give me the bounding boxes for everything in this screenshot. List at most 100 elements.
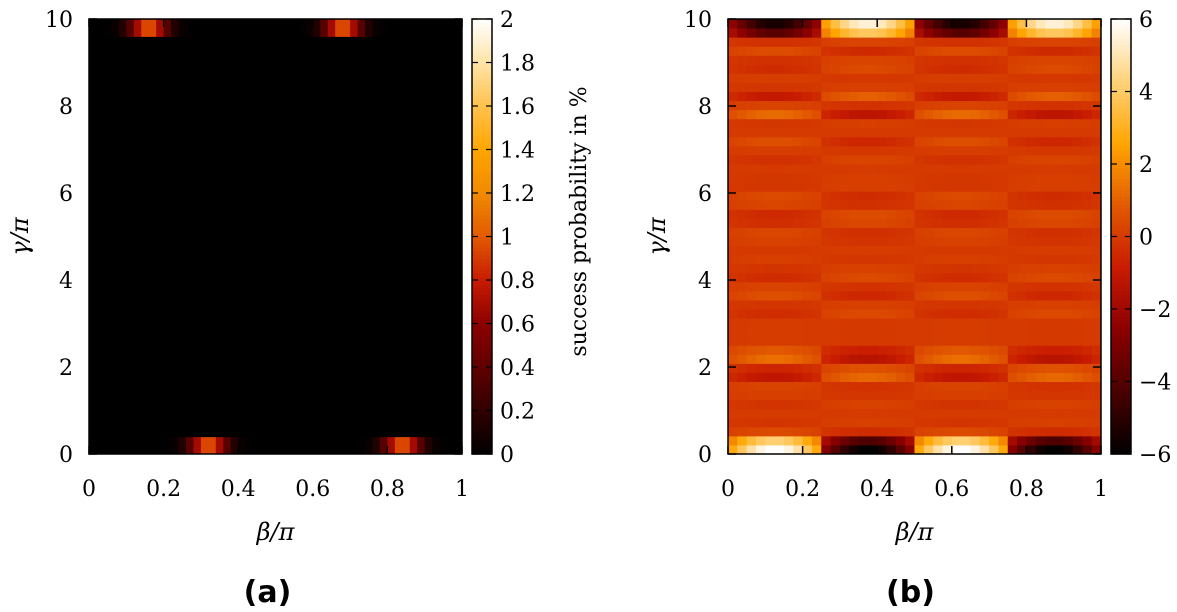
heatmap-cell — [118, 427, 127, 438]
heatmap-cell — [1063, 209, 1074, 219]
heatmap-cell — [979, 299, 990, 310]
heatmap-cell — [774, 254, 785, 265]
heatmap-cell — [185, 245, 194, 255]
heatmap-cell — [215, 367, 224, 377]
heatmap-cell — [350, 175, 359, 185]
heatmap-cell — [379, 193, 388, 203]
heatmap-cell — [282, 323, 291, 333]
heatmap-cell — [208, 219, 217, 229]
heatmap-cell — [89, 253, 97, 264]
heatmap-cell — [821, 154, 832, 165]
heatmap-cell — [793, 127, 804, 138]
colorbar-swatch — [472, 247, 492, 252]
heatmap-cell — [923, 345, 934, 355]
heatmap-cell — [178, 306, 187, 316]
heatmap-cell — [961, 91, 971, 102]
heatmap-cell — [1045, 227, 1055, 237]
colorbar-swatch — [1111, 225, 1131, 230]
heatmap-cell — [402, 53, 411, 63]
heatmap-cell — [118, 140, 127, 150]
heatmap-cell — [432, 132, 441, 142]
heatmap-cell — [335, 253, 344, 264]
heatmap-cell — [89, 349, 97, 359]
heatmap-cell — [821, 200, 832, 210]
heatmap-cell — [867, 118, 878, 129]
heatmap-cell — [1026, 309, 1037, 319]
heatmap-cell — [193, 375, 202, 385]
heatmap-cell — [802, 173, 813, 183]
heatmap-cell — [320, 367, 329, 377]
heatmap-cell — [372, 401, 381, 411]
heatmap-cell — [998, 345, 1009, 355]
heatmap-cell — [103, 297, 112, 307]
heatmap-cell — [282, 227, 291, 237]
heatmap-cell — [417, 114, 426, 124]
heatmap-cell — [979, 136, 990, 147]
heatmap-cell — [417, 384, 426, 394]
heatmap-cell — [951, 82, 962, 92]
heatmap-cell — [89, 236, 97, 246]
heatmap-cell — [320, 393, 329, 403]
heatmap-cell — [141, 71, 150, 81]
heatmap-cell — [1073, 55, 1083, 65]
heatmap-cell — [312, 97, 321, 107]
heatmap-cell — [357, 184, 366, 194]
heatmap-cell — [1063, 136, 1074, 147]
heatmap-cell — [1007, 408, 1018, 419]
heatmap-cell — [297, 166, 306, 177]
x-tick-label: 0.4 — [860, 477, 895, 502]
heatmap-cell — [312, 19, 321, 29]
heatmap-cell — [268, 436, 276, 446]
heatmap-cell — [312, 149, 321, 159]
heatmap-cell — [365, 384, 373, 394]
heatmap-cell — [223, 288, 232, 298]
heatmap-cell — [171, 19, 180, 29]
colorbar-swatch — [1111, 203, 1131, 209]
heatmap-cell — [439, 158, 448, 168]
heatmap-cell — [200, 175, 209, 185]
heatmap-cell — [290, 271, 299, 281]
heatmap-cell — [439, 123, 448, 133]
heatmap-cell — [335, 271, 344, 281]
heatmap-cell — [821, 82, 832, 92]
heatmap-cell — [379, 436, 388, 446]
heatmap-cell — [1026, 417, 1037, 428]
heatmap-cell — [998, 164, 1009, 174]
heatmap-cell — [223, 175, 232, 185]
heatmap-cell — [951, 299, 962, 310]
heatmap-cell — [783, 173, 794, 183]
heatmap-cell — [253, 401, 262, 411]
heatmap-cell — [765, 136, 776, 147]
colorbar-swatch — [1111, 218, 1131, 223]
heatmap-cell — [765, 209, 776, 219]
heatmap-cell — [821, 381, 832, 392]
heatmap-cell — [379, 358, 388, 368]
heatmap-cell — [942, 354, 953, 364]
heatmap-cell — [811, 145, 822, 156]
heatmap-cell — [877, 236, 888, 247]
heatmap-cell — [215, 45, 224, 55]
heatmap-cell — [432, 123, 441, 133]
heatmap-cell — [365, 227, 373, 237]
heatmap-cell — [849, 46, 860, 56]
heatmap-cell — [432, 445, 441, 455]
heatmap-cell — [746, 272, 757, 283]
heatmap-cell — [942, 318, 953, 328]
heatmap-cell — [185, 36, 194, 46]
heatmap-cell — [409, 262, 418, 272]
heatmap-cell — [275, 427, 284, 438]
heatmap-cell — [342, 114, 351, 124]
heatmap-cell — [961, 435, 971, 446]
heatmap-cell — [335, 45, 344, 55]
colorbar-swatch — [1111, 44, 1131, 49]
heatmap-cell — [357, 288, 366, 298]
heatmap-cell — [148, 219, 157, 229]
heatmap-cell — [327, 401, 336, 411]
heatmap-cell — [923, 435, 934, 446]
heatmap-cell — [1035, 118, 1046, 129]
heatmap-cell — [268, 88, 276, 98]
heatmap-cell — [208, 53, 217, 63]
heatmap-cell — [193, 149, 202, 159]
heatmap-cell — [454, 271, 463, 281]
